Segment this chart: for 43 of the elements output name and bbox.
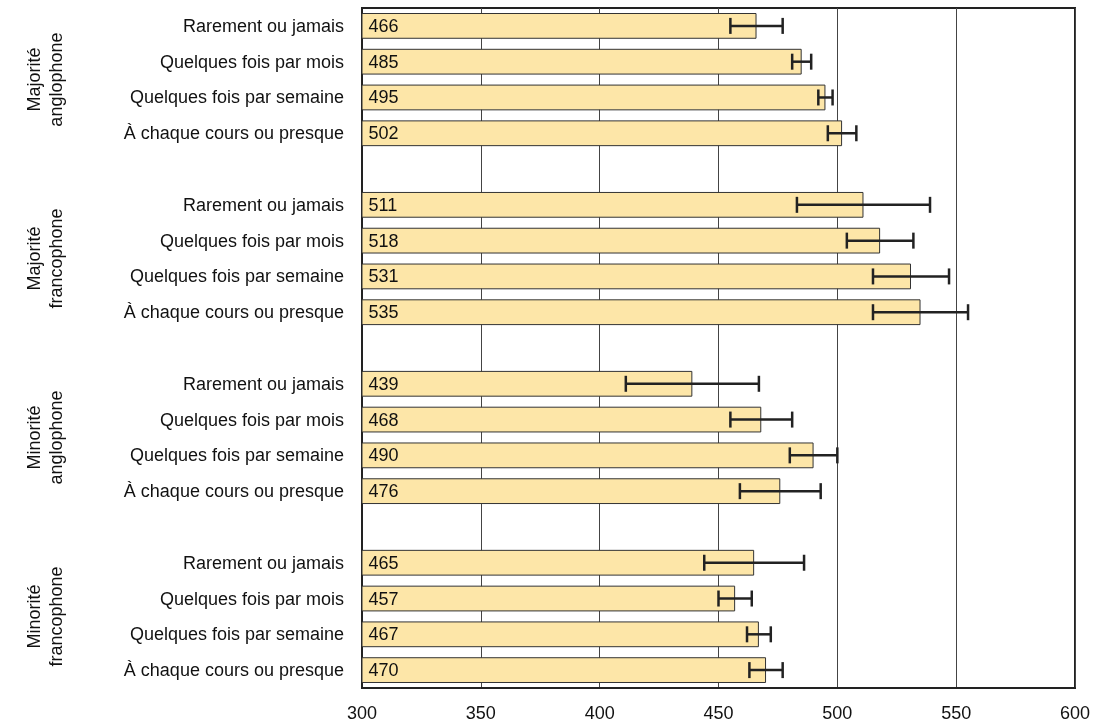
- y-tick-label: Quelques fois par semaine: [129, 624, 344, 645]
- y-tick-label: À chaque cours ou presque: [123, 123, 344, 144]
- y-tick-label: Quelques fois par mois: [159, 588, 344, 609]
- data-label: 490: [368, 445, 399, 466]
- x-tick-label: 550: [941, 703, 972, 723]
- text: Majorité francophone: [24, 208, 66, 309]
- y-tick-label: Quelques fois par semaine: [129, 87, 344, 108]
- data-label: 476: [368, 481, 399, 502]
- data-label: 511: [368, 194, 398, 215]
- data-label: 457: [368, 588, 399, 609]
- x-tick-label: 500: [822, 703, 853, 723]
- x-tick-label: 450: [703, 703, 734, 723]
- y-tick-label: Quelques fois par semaine: [129, 445, 344, 466]
- data-label: 535: [368, 302, 399, 323]
- y-tick-label: Quelques fois par mois: [159, 409, 344, 430]
- text: Majorité anglophone: [24, 32, 66, 127]
- data-label: 468: [368, 409, 399, 430]
- y-tick-label: Quelques fois par semaine: [129, 266, 344, 287]
- text: Minorité francophone: [24, 566, 66, 667]
- x-tick-label: 350: [465, 703, 496, 723]
- data-label: 439: [368, 373, 399, 394]
- y-tick-label: À chaque cours ou presque: [123, 481, 344, 502]
- y-tick-label: Quelques fois par mois: [159, 51, 344, 72]
- y-tick-label: Rarement ou jamais: [182, 373, 344, 394]
- y-tick-label: Rarement ou jamais: [182, 15, 344, 36]
- y-tick-label: À chaque cours ou presque: [123, 302, 344, 323]
- data-label: 495: [368, 87, 399, 108]
- data-label: 531: [368, 266, 399, 287]
- data-label: 467: [368, 624, 399, 645]
- data-label: 470: [368, 660, 399, 681]
- x-tick-label: 400: [584, 703, 615, 723]
- data-label: 466: [368, 15, 399, 36]
- data-label: 485: [368, 51, 399, 72]
- text: Minorité anglophone: [24, 390, 66, 485]
- x-tick-label: 600: [1059, 703, 1091, 723]
- data-label: 465: [368, 552, 399, 573]
- y-tick-label: Rarement ou jamais: [182, 194, 344, 215]
- data-label: 518: [368, 230, 399, 251]
- y-tick-label: Quelques fois par mois: [159, 230, 344, 251]
- y-tick-label: Rarement ou jamais: [182, 552, 344, 573]
- x-tick-label: 300: [346, 703, 378, 723]
- y-tick-label: À chaque cours ou presque: [123, 660, 344, 681]
- data-label: 502: [368, 123, 399, 144]
